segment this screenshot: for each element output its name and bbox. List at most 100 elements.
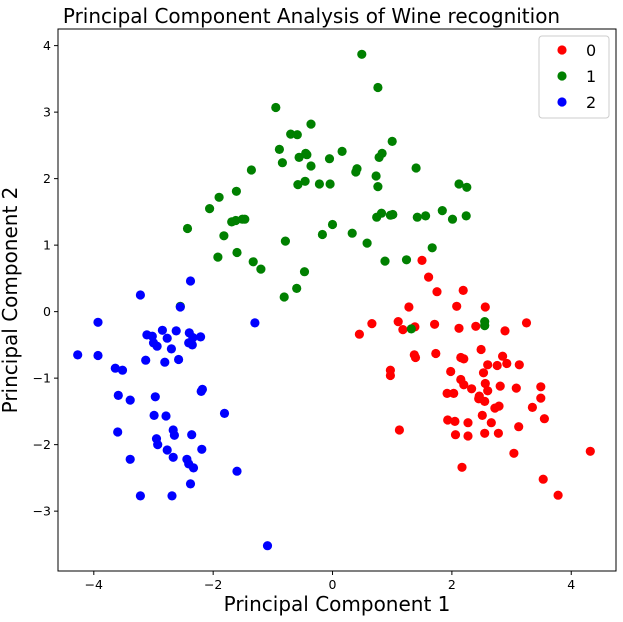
data-point-series-1 (293, 180, 303, 190)
data-point-series-2 (174, 354, 184, 365)
legend-marker-2 (557, 97, 567, 107)
data-point-series-1 (347, 228, 357, 238)
data-point-series-2 (187, 340, 197, 350)
data-point-series-2 (188, 463, 199, 473)
data-point-series-1 (387, 136, 397, 146)
x-tick-label: −4 (85, 577, 103, 592)
data-point-series-1 (232, 247, 242, 258)
data-point-series-1 (377, 148, 387, 158)
data-point-series-1 (213, 252, 223, 262)
data-point-series-1 (205, 204, 215, 214)
data-point-series-1 (182, 223, 193, 234)
data-point-series-1 (357, 49, 367, 59)
data-point-series-1 (274, 144, 284, 154)
data-point-series-1 (324, 154, 335, 164)
data-point-series-2 (162, 445, 172, 455)
data-point-series-0 (493, 428, 503, 438)
y-tick-label: −1 (33, 371, 51, 386)
data-point-series-0 (432, 287, 442, 297)
data-point-series-2 (262, 541, 273, 551)
data-point-series-0 (480, 378, 490, 389)
chart-title: Principal Component Analysis of Wine rec… (62, 4, 561, 28)
data-point-series-0 (393, 317, 403, 327)
y-axis-label: Principal Component 2 (0, 186, 22, 414)
data-point-series-2 (197, 444, 207, 454)
data-point-series-1 (437, 206, 447, 216)
data-point-series-2 (167, 491, 177, 501)
data-point-series-1 (248, 257, 258, 267)
data-point-series-0 (394, 425, 404, 435)
x-tick-label: 4 (567, 577, 575, 592)
data-point-series-2 (196, 386, 206, 396)
data-point-series-0 (424, 272, 434, 282)
data-point-series-0 (474, 391, 484, 401)
data-point-series-2 (117, 365, 128, 375)
data-point-series-1 (237, 214, 247, 224)
data-point-series-0 (459, 380, 469, 390)
data-point-series-0 (459, 354, 469, 364)
data-point-series-1 (325, 179, 335, 189)
data-point-series-1 (277, 158, 287, 168)
data-point-series-2 (113, 390, 123, 400)
data-point-series-2 (141, 355, 151, 365)
data-point-series-2 (219, 408, 230, 418)
data-point-series-2 (125, 454, 135, 464)
data-point-series-1 (480, 321, 490, 331)
data-point-series-1 (411, 163, 421, 173)
legend-marker-1 (557, 71, 567, 81)
data-point-series-1 (292, 283, 302, 293)
data-point-series-1 (317, 229, 327, 240)
data-point-series-1 (327, 219, 338, 230)
data-point-series-1 (306, 161, 316, 171)
data-point-series-0 (430, 319, 440, 329)
data-point-series-2 (161, 411, 171, 421)
data-point-series-0 (463, 431, 473, 441)
data-point-series-0 (502, 358, 512, 369)
data-point-series-2 (250, 318, 260, 328)
data-point-series-1 (294, 152, 304, 162)
data-point-series-1 (406, 324, 416, 334)
data-point-series-0 (480, 428, 490, 438)
data-point-series-0 (354, 329, 364, 339)
data-point-series-0 (514, 422, 524, 432)
y-tick-label: −3 (33, 504, 51, 519)
data-point-series-1 (246, 165, 256, 175)
data-point-series-2 (196, 332, 206, 342)
data-point-series-0 (483, 386, 493, 396)
x-tick-label: 2 (448, 577, 456, 592)
data-point-series-2 (153, 440, 163, 450)
data-point-series-2 (113, 427, 123, 437)
data-point-series-0 (463, 418, 473, 428)
data-point-series-0 (410, 352, 421, 363)
legend-box (538, 35, 610, 119)
data-point-series-2 (171, 326, 181, 336)
data-point-series-2 (166, 344, 176, 354)
data-point-series-0 (476, 344, 486, 355)
data-point-series-1 (286, 129, 296, 139)
data-point-series-1 (219, 231, 229, 241)
data-point-series-0 (443, 415, 453, 425)
data-point-series-0 (527, 402, 538, 412)
data-point-series-2 (125, 395, 135, 405)
data-point-series-0 (467, 384, 477, 394)
data-point-series-0 (450, 416, 460, 426)
data-point-series-1 (314, 179, 324, 189)
data-point-series-0 (483, 360, 493, 370)
data-point-series-0 (509, 448, 519, 458)
data-point-series-1 (380, 256, 390, 266)
data-point-series-2 (169, 430, 179, 440)
data-point-series-0 (471, 321, 481, 331)
data-point-series-1 (447, 214, 458, 224)
data-point-series-2 (187, 430, 197, 440)
data-point-series-1 (461, 211, 471, 221)
data-point-series-1 (352, 164, 362, 174)
data-point-series-2 (232, 466, 242, 476)
data-point-series-0 (477, 410, 487, 420)
data-point-series-0 (536, 382, 546, 392)
x-axis-label: Principal Component 1 (223, 592, 451, 616)
data-point-series-0 (511, 383, 521, 393)
legend-label-0: 0 (586, 41, 596, 60)
data-point-series-0 (500, 326, 510, 336)
data-point-series-1 (462, 182, 472, 192)
